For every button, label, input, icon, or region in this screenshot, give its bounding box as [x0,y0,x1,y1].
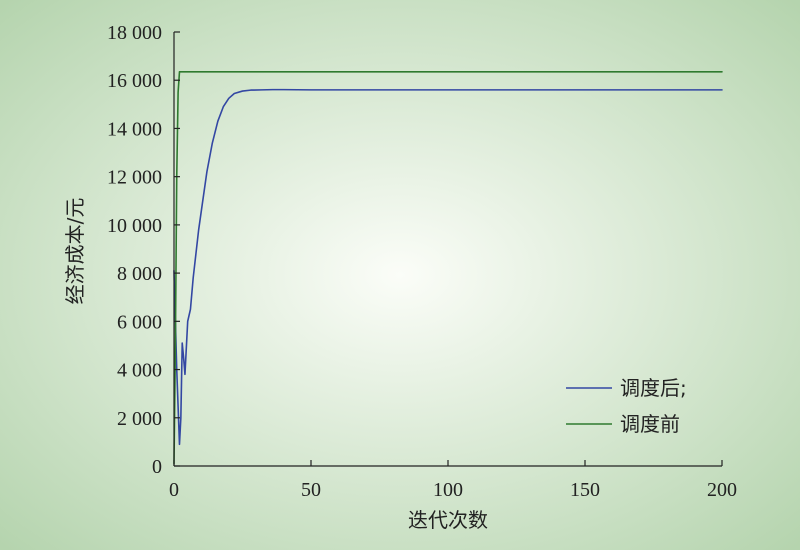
legend-label-after: 调度后; [620,376,687,400]
y-tick-label: 6 000 [117,311,162,333]
legend: 调度后; 调度前 [566,376,687,436]
series-line-before [173,70,723,465]
y-tick-label: 8 000 [117,263,162,285]
x-axis-title: 迭代次数 [408,508,488,532]
axes-layer: 0 2 000 4 000 6 000 8 000 10 000 12 000 14 000 1… [107,22,737,501]
x-tick-label: 0 [169,479,179,501]
y-tick-label: 14 000 [107,118,162,140]
series-line-after [173,88,723,446]
y-tick-label: 10 000 [107,215,162,237]
y-axis-title: 经济成本/元 [63,198,87,305]
y-tick-label: 2 000 [117,408,162,430]
legend-label-before: 调度前 [620,412,680,436]
x-tick-label: 50 [301,479,321,501]
x-tick-label: 200 [707,479,737,501]
y-tick-label: 0 [152,456,162,478]
y-tick-label: 12 000 [107,167,162,189]
y-tick-label: 16 000 [107,70,162,92]
series-layer [173,70,723,465]
y-tick-label: 4 000 [117,360,162,382]
x-tick-label: 100 [433,479,463,501]
y-tick-label: 18 000 [107,22,162,44]
x-tick-label: 150 [570,479,600,501]
